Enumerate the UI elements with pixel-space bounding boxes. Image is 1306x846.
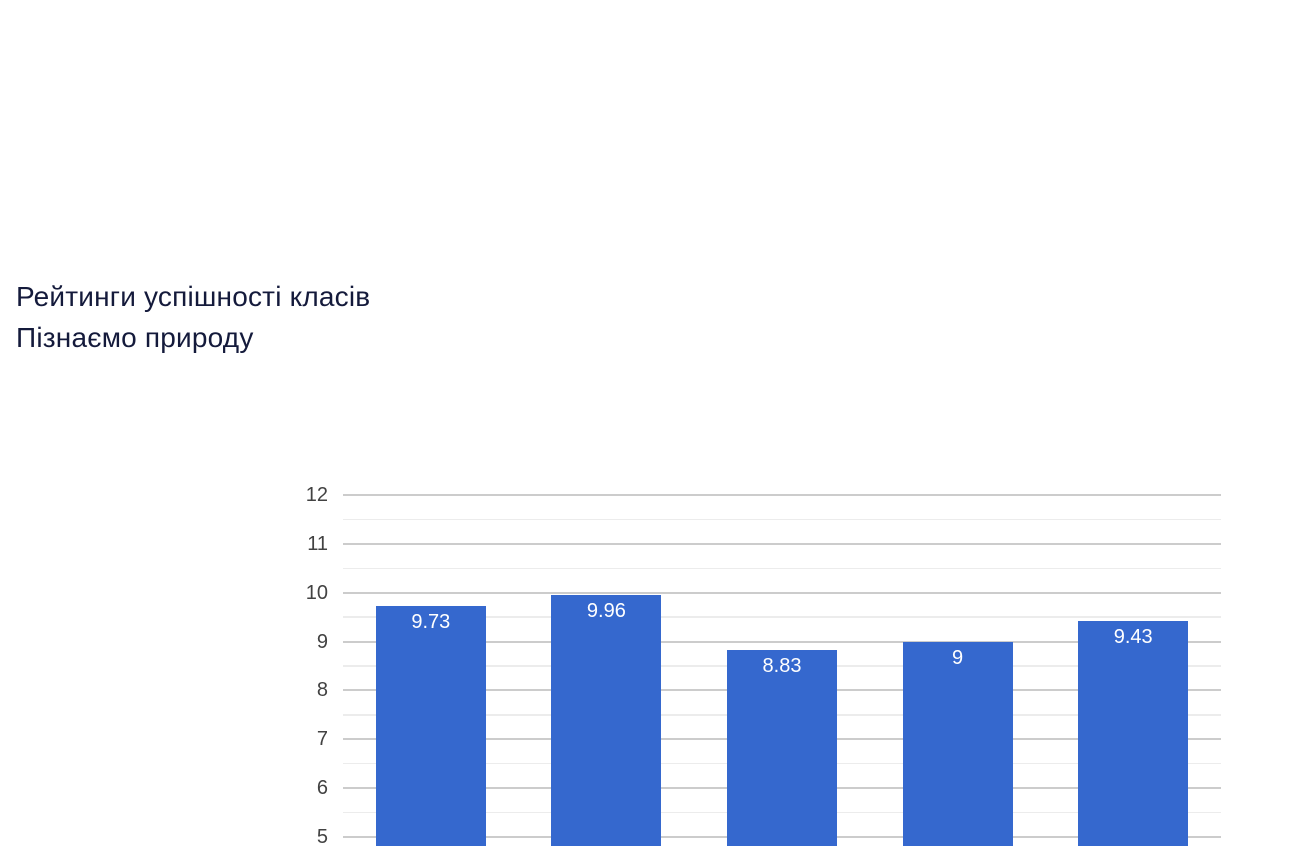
bar[interactable]: [1078, 620, 1189, 846]
y-tick-label: 7: [316, 728, 328, 751]
gridline-minor: [343, 616, 1221, 618]
bar[interactable]: [902, 641, 1013, 846]
bar-value-label: 9.43: [1113, 625, 1153, 648]
gridline-minor: [343, 567, 1221, 570]
y-tick-label: 6: [316, 777, 328, 800]
gridline-major: [343, 494, 1221, 496]
chart-subtitle: Пізнаємо природу: [16, 322, 254, 353]
y-tick-label: 8: [316, 679, 328, 702]
y-tick-label: 10: [305, 581, 328, 604]
gridline-major: [343, 640, 1221, 643]
y-tick-label: 9: [316, 630, 328, 653]
bar-value-label: 9.96: [586, 599, 626, 622]
y-tick-label: 11: [307, 532, 328, 555]
y-tick-label: 12: [305, 484, 328, 506]
bar[interactable]: [727, 649, 837, 846]
gridline-major: [343, 542, 1221, 545]
gridline-minor: [343, 518, 1221, 521]
chart-title: Рейтинги успішності класів: [16, 281, 371, 312]
chart-title-block: Рейтинги успішності класів Пізнаємо прир…: [16, 276, 370, 358]
gridline-major: [343, 591, 1221, 594]
y-tick-label: 5: [316, 826, 328, 846]
bar[interactable]: [551, 594, 662, 846]
bar[interactable]: [375, 605, 486, 846]
bar-value-label: 9: [952, 646, 964, 669]
bar-value-label: 9.73: [411, 610, 451, 633]
bar-value-label: 8.83: [762, 654, 802, 677]
